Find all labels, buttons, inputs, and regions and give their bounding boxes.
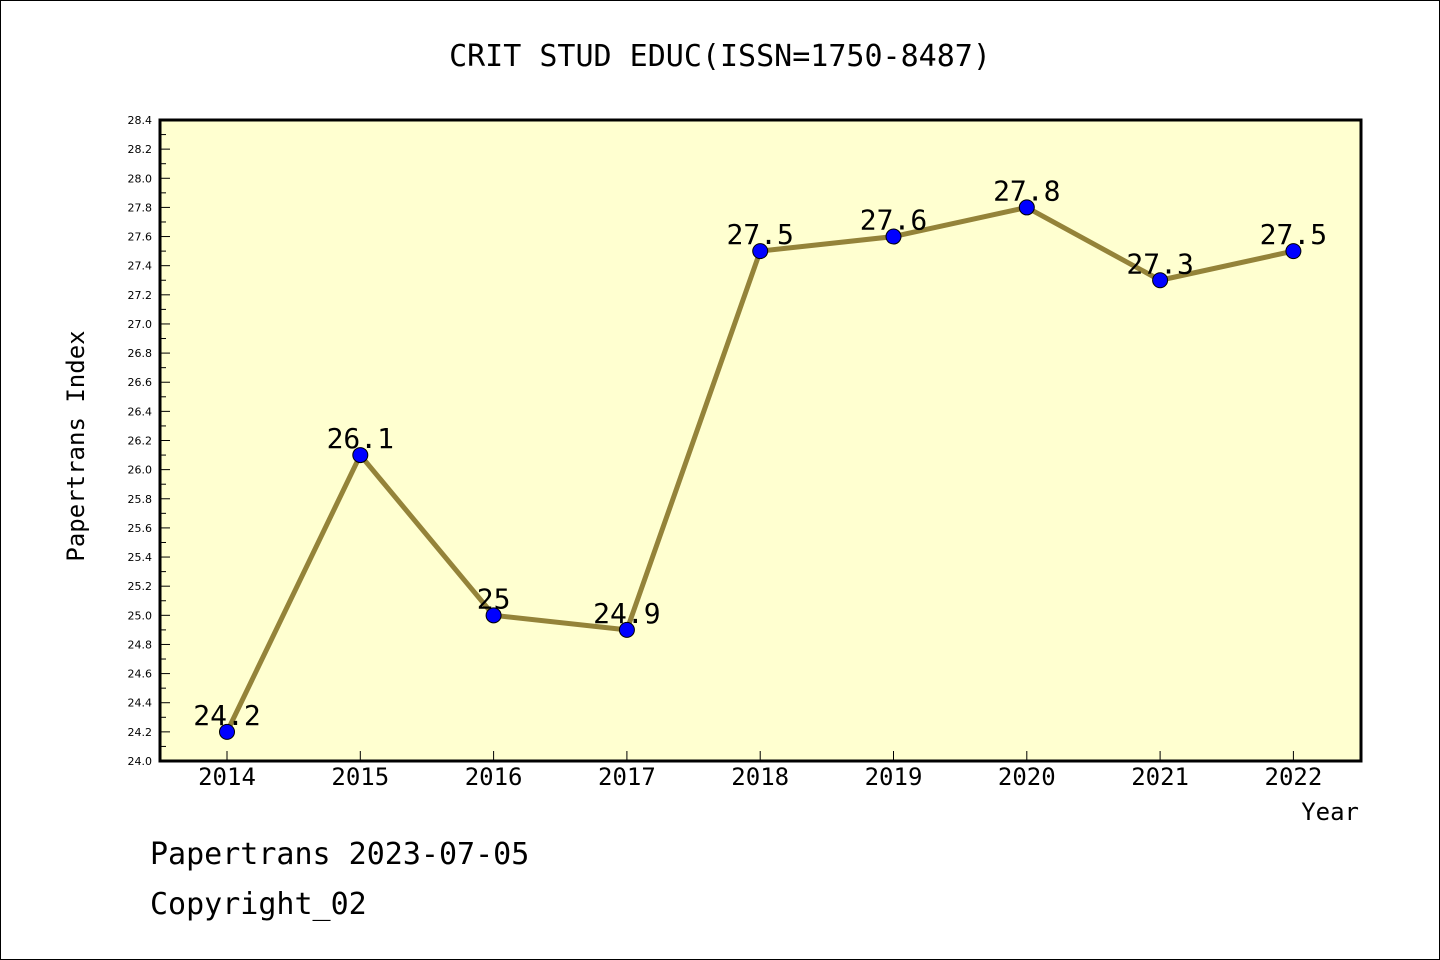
x-tick-label: 2016 — [465, 763, 523, 791]
y-tick-label: 27.6 — [128, 231, 153, 244]
y-tick-label: 24.6 — [128, 668, 153, 681]
x-tick-label: 2014 — [198, 763, 256, 791]
footer-copyright: Copyright_02 — [150, 887, 367, 922]
y-axis-label: Papertrans Index — [62, 330, 90, 561]
data-point — [1152, 272, 1169, 289]
y-axis: 24.0 24.2 24.4 24.6 24.8 25.0 25.2 25.4 25.6 25.8… — [128, 114, 170, 768]
plot-area — [158, 118, 1363, 763]
y-tick-label: 25.4 — [128, 551, 153, 564]
data-label: 27.5 — [1260, 218, 1327, 251]
y-tick-label: 27.8 — [128, 201, 153, 214]
data-point — [219, 723, 235, 740]
data-label: 27.6 — [860, 204, 927, 237]
y-tick-label: 28.2 — [128, 143, 153, 156]
y-tick-label: 26.4 — [128, 405, 153, 418]
footer-date: Papertrans 2023-07-05 — [150, 837, 529, 872]
y-tick-label: 26.6 — [128, 376, 153, 389]
y-tick-label: 24.2 — [128, 726, 153, 739]
y-tick-label: 26.8 — [128, 347, 153, 360]
x-tick-label: 2022 — [1265, 763, 1323, 791]
y-tick-label: 26.0 — [128, 464, 153, 477]
data-point — [752, 243, 769, 260]
data-point — [485, 607, 502, 624]
y-tick-label: 25.2 — [128, 580, 153, 593]
y-tick-label: 24.8 — [128, 638, 153, 651]
data-point — [618, 621, 635, 638]
data-point — [1018, 199, 1035, 216]
data-label: 26.1 — [327, 422, 394, 455]
x-tick-label: 2019 — [865, 763, 923, 791]
y-tick-label: 25.6 — [128, 522, 153, 535]
y-tick-label: 27.2 — [128, 289, 153, 302]
data-point — [885, 228, 902, 245]
data-label: 24.2 — [193, 699, 260, 732]
y-tick-label: 28.0 — [128, 172, 153, 185]
x-tick-label: 2017 — [598, 763, 656, 791]
data-label: 27.3 — [1126, 247, 1193, 280]
y-tick-label: 24.0 — [128, 755, 153, 768]
x-tick-label: 2018 — [731, 763, 789, 791]
y-tick-label: 28.4 — [128, 114, 153, 127]
chart-title: CRIT STUD EDUC(ISSN=1750-8487) — [449, 39, 991, 74]
data-label: 25 — [477, 582, 511, 615]
data-point — [352, 447, 369, 464]
data-label: 24.9 — [593, 597, 660, 630]
data-point — [1285, 243, 1302, 260]
series-layer: 24.2 26.1 25 24.9 27.5 27.6 27.8 27.3 27.5 — [193, 174, 1327, 740]
x-tick-label: 2015 — [331, 763, 389, 791]
y-tick-label: 24.4 — [128, 697, 153, 710]
y-tick-label: 25.0 — [128, 609, 153, 622]
x-axis: 2014 2015 2016 2017 2018 2019 2020 2021 2022 — [198, 751, 1322, 791]
y-tick-label: 27.4 — [128, 260, 153, 273]
data-label: 27.5 — [726, 218, 793, 251]
y-tick-label: 26.2 — [128, 435, 153, 448]
x-axis-label: Year — [1301, 798, 1359, 826]
x-tick-label: 2021 — [1131, 763, 1189, 791]
data-label: 27.8 — [993, 174, 1060, 207]
y-tick-label: 25.8 — [128, 493, 153, 506]
y-tick-label: 27.0 — [128, 318, 153, 331]
x-tick-label: 2020 — [998, 763, 1056, 791]
